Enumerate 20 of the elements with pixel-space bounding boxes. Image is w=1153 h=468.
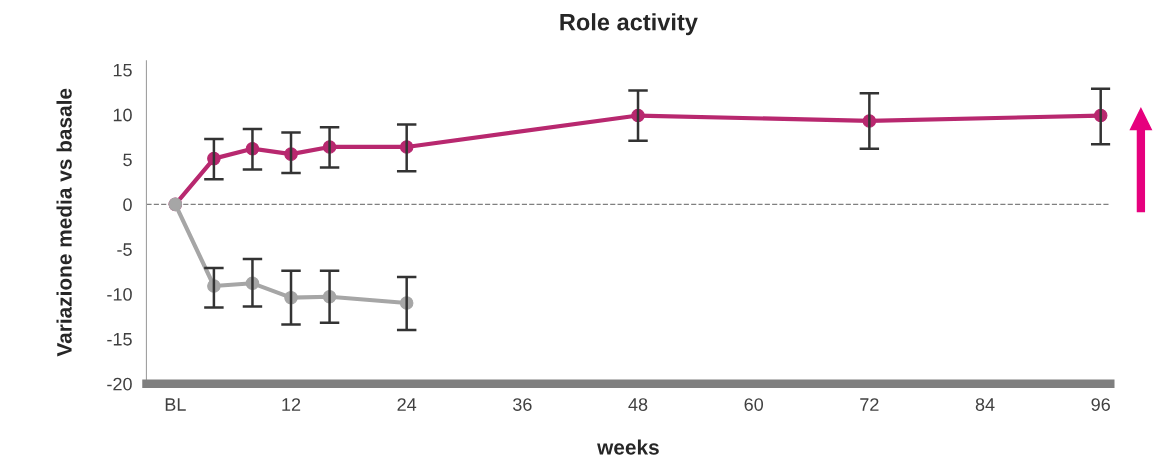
y-tick-label: -20	[107, 377, 132, 391]
y-tick-label: -10	[107, 287, 132, 301]
x-tick-label: BL	[165, 398, 186, 411]
x-tick-label: 60	[744, 398, 764, 411]
x-tick-label: 84	[975, 398, 995, 411]
x-tick-label: 36	[513, 398, 532, 411]
x-tick-label: 48	[628, 398, 648, 411]
x-axis-title: weeks	[597, 439, 659, 455]
y-tick-label: 5	[123, 153, 132, 167]
x-tick-label: 72	[860, 398, 879, 411]
y-tick-label: 0	[123, 198, 132, 212]
y-tick-label: -5	[117, 243, 132, 256]
chart-title: Role activity	[560, 13, 698, 36]
x-tick-label: 24	[397, 398, 417, 411]
y-axis-title: Variazione media vs basale	[56, 88, 72, 357]
y-tick-label: 15	[113, 63, 132, 77]
x-tick-label: 96	[1091, 398, 1110, 411]
y-tick-label: -15	[107, 333, 132, 346]
y-tick-label: 10	[113, 108, 132, 122]
x-tick-label: 12	[282, 398, 301, 411]
